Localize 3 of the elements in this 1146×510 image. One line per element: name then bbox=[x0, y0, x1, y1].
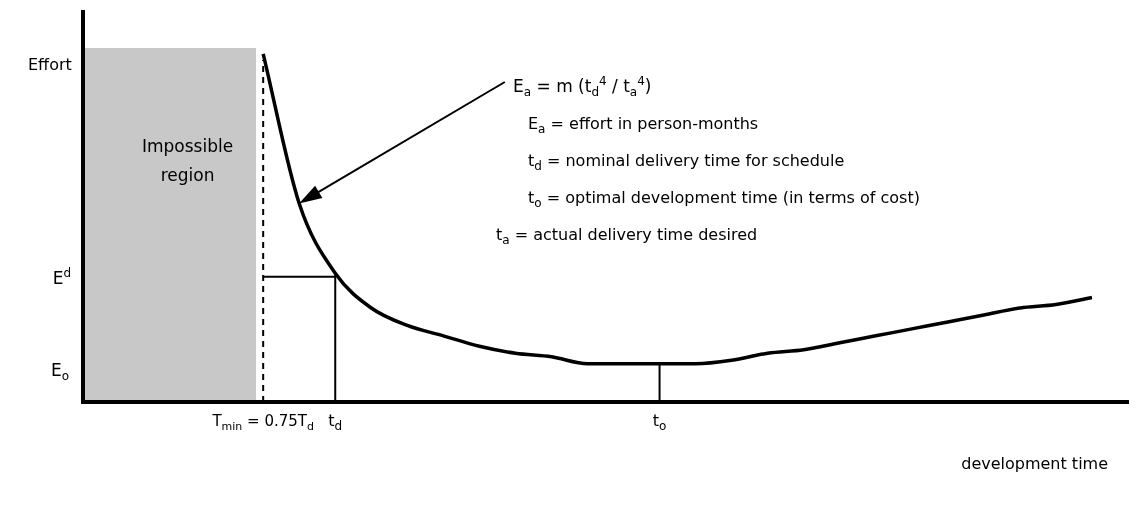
annotation: Impossible region bbox=[142, 136, 234, 185]
x-axis-title: development time bbox=[961, 454, 1108, 473]
y-axis-title: Effort bbox=[28, 55, 72, 74]
